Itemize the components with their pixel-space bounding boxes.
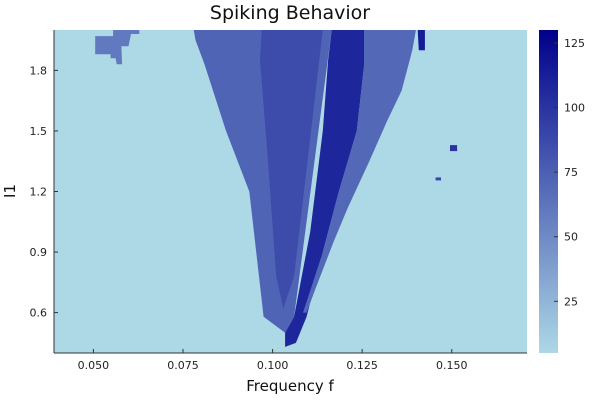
heatmap-region-3 <box>285 30 364 347</box>
colorbar-tick-label: 25 <box>564 295 578 308</box>
x-tick-label: 0.050 <box>78 359 110 372</box>
colorbar: 25 50 75 100 125 <box>539 30 585 353</box>
y-tick-label: 1.5 <box>30 125 48 138</box>
chart-title: Spiking Behavior <box>210 2 370 24</box>
x-tick-label: 0.150 <box>436 359 468 372</box>
heatmap-layer <box>95 30 458 347</box>
colorbar-tick-label: 75 <box>564 166 578 179</box>
axes-layer: 0.050 0.075 0.100 0.125 0.150 0.6 0.9 1.2 1.5 1.8 <box>30 30 527 372</box>
colorbar-gradient <box>539 30 558 353</box>
y-tick-label: 0.9 <box>30 246 48 259</box>
y-tick-label: 0.6 <box>30 307 48 320</box>
x-tick-label: 0.075 <box>167 359 199 372</box>
heatmap-region-4 <box>303 30 416 313</box>
y-tick-label: 1.8 <box>30 64 48 77</box>
colorbar-tick-label: 50 <box>564 231 578 244</box>
y-axis-label: I1 <box>1 184 19 198</box>
colorbar-tick-label: 100 <box>564 102 585 115</box>
heatmap-region-2 <box>260 30 323 309</box>
x-tick-label: 0.125 <box>346 359 378 372</box>
x-tick-label: 0.100 <box>257 359 289 372</box>
x-axis-label: Frequency f <box>246 377 334 395</box>
colorbar-tick-label: 125 <box>564 37 585 50</box>
heatmap-region-7 <box>435 177 441 181</box>
heatmap-region-6 <box>450 145 458 152</box>
heatmap-region-0 <box>95 30 140 65</box>
y-tick-label: 1.2 <box>30 186 48 199</box>
colorbar-ticks: 25 50 75 100 125 <box>554 37 585 308</box>
heatmap-region-5 <box>417 30 425 51</box>
